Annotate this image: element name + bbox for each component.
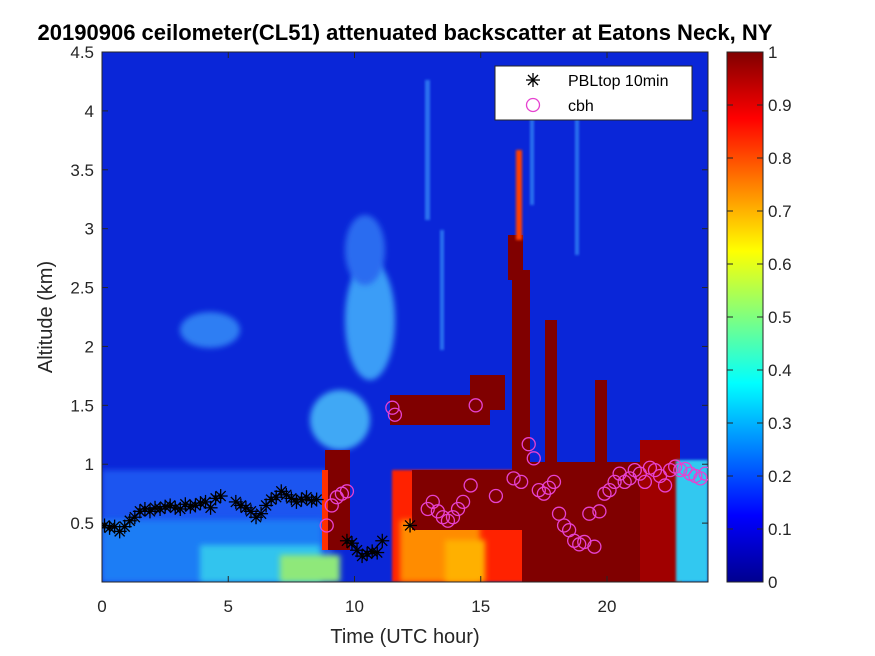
cbh-point (324, 498, 339, 513)
cbh-point (668, 459, 683, 474)
x-axis-label: Time (UTC hour) (330, 626, 479, 648)
cbh-point (602, 482, 617, 498)
cbh-point (698, 466, 708, 481)
plot-frame (101, 51, 709, 583)
cbh-point (387, 407, 403, 422)
pbltop-point (188, 498, 203, 513)
legend-marker-pbltop (526, 73, 540, 87)
colorbar-tick-label: 0.5 (768, 308, 792, 327)
y-tick-label: 0.5 (70, 514, 94, 533)
y-tick-label: 1.5 (70, 396, 94, 415)
colorbar-tick-label: 0.3 (768, 414, 792, 433)
legend: PBLtop 10min cbh (494, 65, 693, 121)
y-axis: 0.5 1 1.5 2 2.5 3 3.5 4 4.5 (70, 43, 708, 533)
cbh-point (556, 518, 572, 533)
cbh-point (463, 478, 478, 493)
cbh-point (693, 471, 708, 486)
colorbar-tick-label: 0.8 (768, 149, 792, 168)
legend-label-pbltop: PBLtop 10min (568, 73, 669, 90)
y-tick-label: 4 (85, 102, 94, 121)
y-axis-label: Altitude (km) (35, 261, 57, 373)
pbltop-point (127, 510, 142, 525)
legend-label-cbh: cbh (568, 98, 594, 115)
cbh-point (546, 474, 562, 490)
cbh-point (637, 474, 653, 490)
cbh-point (455, 494, 471, 510)
x-tick-label: 20 (598, 597, 617, 616)
x-axis: 0 5 10 15 20 (97, 52, 616, 616)
cbh-point (506, 471, 521, 486)
cbh-point (597, 486, 612, 501)
pbltop-point (309, 492, 324, 507)
pbltop-point (375, 533, 390, 548)
pbltop-point (213, 489, 228, 504)
cbh-point (526, 451, 541, 466)
y-tick-label: 2 (85, 337, 94, 356)
y-tick-label: 3.5 (70, 161, 94, 180)
cbh-point (435, 510, 451, 525)
cbh-point (440, 513, 456, 528)
cbh-point (678, 461, 693, 477)
legend-marker-cbh (525, 97, 541, 113)
colorbar-tick-label: 0 (768, 573, 777, 592)
cbh-point (617, 474, 632, 490)
cbh-point (627, 462, 642, 478)
pbltop-point (344, 536, 359, 551)
y-tick-label: 3 (85, 220, 94, 239)
x-tick-label: 10 (345, 597, 364, 616)
cbh-point (531, 482, 546, 498)
cbh-point (662, 462, 678, 478)
cbh-point (657, 478, 673, 493)
colorbar-tick-label: 1 (768, 43, 777, 62)
pbltop-point (370, 545, 385, 560)
cbh-point (339, 484, 355, 499)
x-tick-label: 0 (97, 597, 106, 616)
cbh-point (319, 518, 334, 533)
legend-box (494, 65, 693, 121)
cbh-point (551, 506, 567, 521)
cbh-point (521, 437, 536, 452)
cbh-point (607, 474, 622, 490)
cbh-point (450, 501, 466, 517)
pbltop-point (403, 518, 418, 533)
cbh-point (420, 501, 435, 517)
colorbar-tick-label: 0.1 (768, 520, 792, 539)
pbltop-point (274, 484, 289, 499)
cbh-point (514, 474, 529, 490)
colorbar-tick-label: 0.7 (768, 202, 792, 221)
x-tick-label: 5 (224, 597, 233, 616)
cbh-point (592, 504, 607, 519)
cbh-point (425, 494, 440, 510)
chart-title: 20190906 ceilometer(CL51) attenuated bac… (38, 20, 773, 45)
cbh-point (385, 400, 400, 415)
colorbar-tick-label: 0.9 (768, 96, 792, 115)
pbltop-point (254, 506, 269, 521)
cbh-point (582, 506, 597, 521)
colorbar-tick-label: 0.2 (768, 467, 792, 486)
y-tick-label: 4.5 (70, 43, 94, 62)
colorbar-tick-label: 0.4 (768, 361, 792, 380)
cbh-point (567, 533, 582, 548)
cbh-point (468, 398, 483, 413)
data-markers (102, 398, 708, 564)
cbh-point (445, 510, 461, 525)
cbh-point (673, 462, 688, 478)
y-tick-label: 1 (85, 455, 94, 474)
cbh-point (488, 488, 504, 504)
colorbar-ticks: 0 0.1 0.2 0.3 0.4 0.5 0.6 0.7 0.8 0.9 1 (727, 43, 792, 592)
heatmap-field (102, 52, 708, 582)
colorbar-tick-label: 0.6 (768, 255, 792, 274)
y-tick-label: 2.5 (70, 279, 94, 298)
cbh-point (587, 539, 602, 554)
x-tick-label: 15 (471, 597, 490, 616)
